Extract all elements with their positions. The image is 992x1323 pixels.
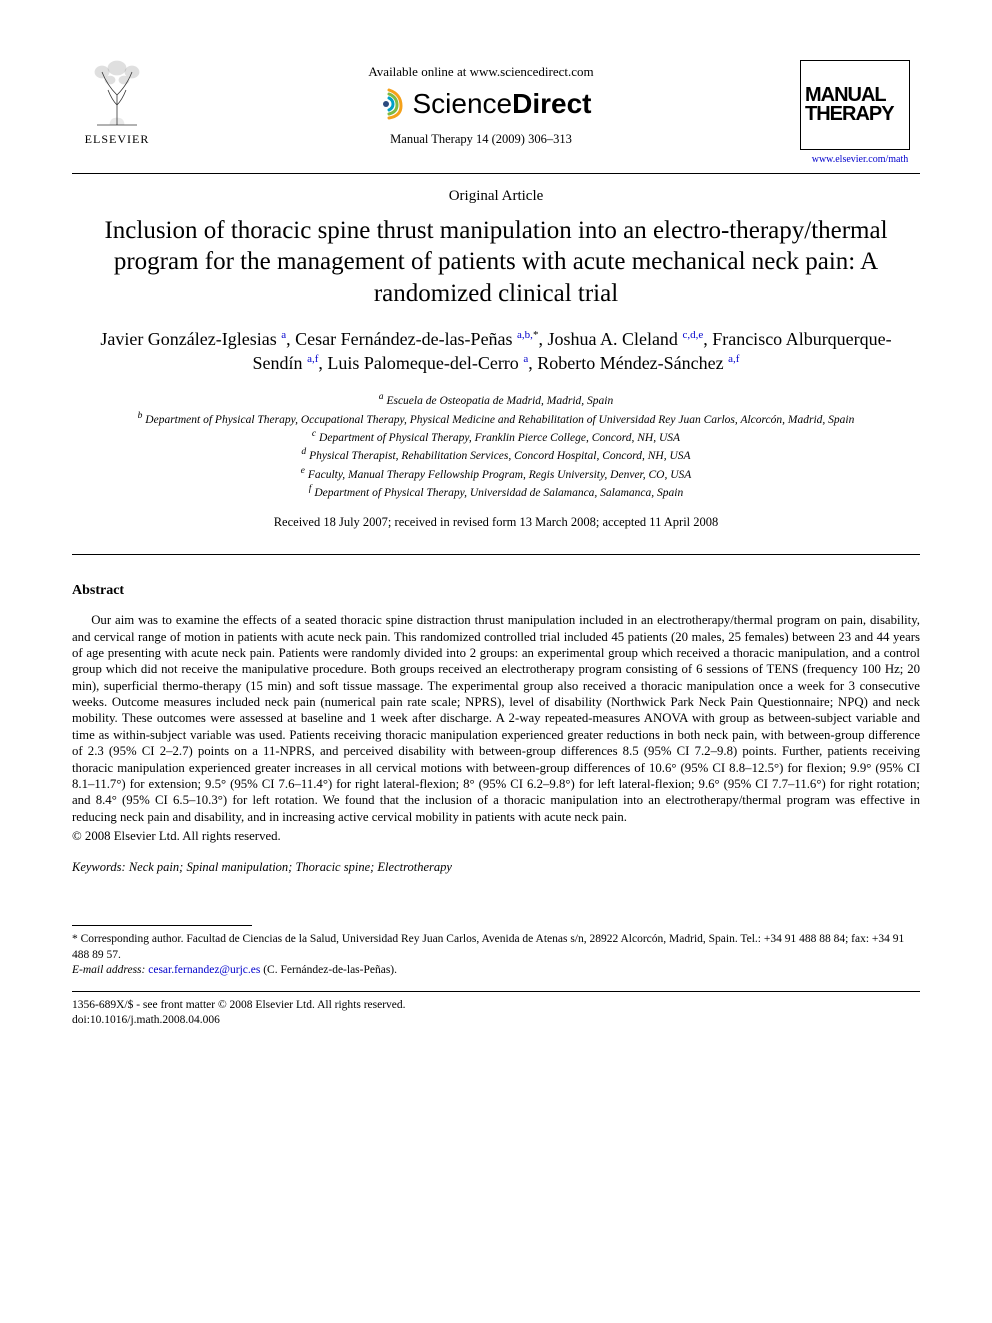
affiliations-list: a Escuela de Osteopatia de Madrid, Madri… xyxy=(72,391,920,501)
affil-b: b Department of Physical Therapy, Occupa… xyxy=(72,410,920,428)
abstract-copyright: © 2008 Elsevier Ltd. All rights reserved… xyxy=(72,829,920,844)
sciencedirect-logo: ScienceDirect xyxy=(162,86,800,122)
article-title: Inclusion of thoracic spine thrust manip… xyxy=(102,215,890,309)
affil-c: c Department of Physical Therapy, Frankl… xyxy=(72,428,920,446)
footer-line1: 1356-689X/$ - see front matter © 2008 El… xyxy=(72,998,920,1013)
divider-mid xyxy=(72,554,920,555)
email-line: E-mail address: cesar.fernandez@urjc.es … xyxy=(72,963,920,979)
footer-meta: 1356-689X/$ - see front matter © 2008 El… xyxy=(72,998,920,1028)
sd-prefix: Science xyxy=(413,88,513,119)
elsevier-tree-icon xyxy=(82,60,152,130)
affil-d: d Physical Therapist, Rehabilitation Ser… xyxy=(72,446,920,464)
corresponding-text: * Corresponding author. Facultad de Cien… xyxy=(72,932,920,963)
mt-line2: Therapy xyxy=(805,105,894,124)
abstract-body: Our aim was to examine the effects of a … xyxy=(72,612,920,825)
divider-top xyxy=(72,173,920,174)
article-dates: Received 18 July 2007; received in revis… xyxy=(72,515,920,530)
divider-footnote xyxy=(72,925,252,926)
journal-url-link[interactable]: www.elsevier.com/math xyxy=(800,154,920,165)
keywords-text: Neck pain; Spinal manipulation; Thoracic… xyxy=(129,860,452,874)
elsevier-logo: ELSEVIER xyxy=(72,60,162,147)
elsevier-label: ELSEVIER xyxy=(85,132,150,147)
page-container: ELSEVIER Available online at www.science… xyxy=(0,0,992,1068)
sciencedirect-text: ScienceDirect xyxy=(413,88,592,120)
keywords-line: Keywords: Neck pain; Spinal manipulation… xyxy=(72,860,920,875)
header-row: ELSEVIER Available online at www.science… xyxy=(72,60,920,165)
sciencedirect-swirl-icon xyxy=(371,86,407,122)
affil-e: e Faculty, Manual Therapy Fellowship Pro… xyxy=(72,465,920,483)
keywords-label: Keywords: xyxy=(72,860,126,874)
email-label: E-mail address: xyxy=(72,964,145,976)
affil-a: a Escuela de Osteopatia de Madrid, Madri… xyxy=(72,391,920,409)
article-type: Original Article xyxy=(72,188,920,205)
citation-text: Manual Therapy 14 (2009) 306–313 xyxy=(162,132,800,147)
corresponding-author-footnote: * Corresponding author. Facultad de Cien… xyxy=(72,932,920,979)
footer-line2: doi:10.1016/j.math.2008.04.006 xyxy=(72,1013,920,1028)
sd-suffix: Direct xyxy=(512,88,591,119)
authors-list: Javier González-Iglesias a, Cesar Fernán… xyxy=(92,327,900,376)
divider-footer xyxy=(72,991,920,992)
abstract-heading: Abstract xyxy=(72,583,920,599)
affil-f: f Department of Physical Therapy, Univer… xyxy=(72,483,920,501)
available-online-text: Available online at www.sciencedirect.co… xyxy=(162,64,800,80)
manual-therapy-logo: Manual Therapy xyxy=(800,60,910,150)
journal-logo-block: Manual Therapy www.elsevier.com/math xyxy=(800,60,920,165)
email-link[interactable]: cesar.fernandez@urjc.es xyxy=(148,964,260,976)
email-person: (C. Fernández-de-las-Peñas). xyxy=(263,964,397,976)
center-header: Available online at www.sciencedirect.co… xyxy=(162,60,800,147)
